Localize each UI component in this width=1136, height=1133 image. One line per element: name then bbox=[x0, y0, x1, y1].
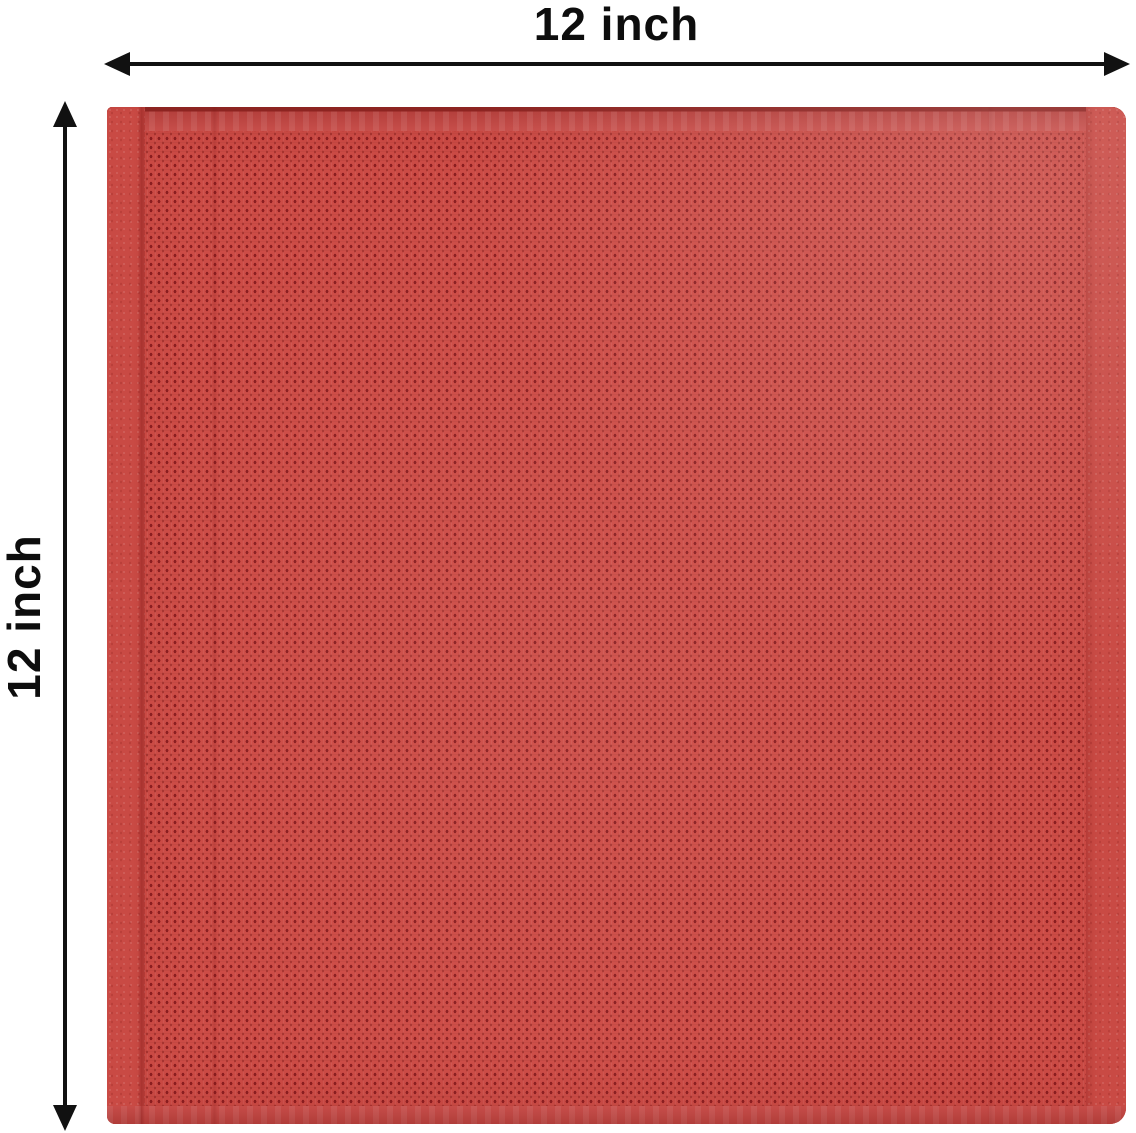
towel-crease bbox=[987, 107, 994, 1124]
towel-crease bbox=[211, 107, 218, 1124]
arrowhead-down-icon bbox=[53, 1105, 77, 1131]
height-dimension-label: 12 inch bbox=[0, 534, 50, 700]
arrowhead-left-icon bbox=[104, 52, 130, 76]
width-dimension-label: 12 inch bbox=[533, 0, 700, 50]
width-arrow-line bbox=[130, 62, 1104, 66]
towel-light-sheen bbox=[107, 107, 1126, 1124]
height-dimension-arrow bbox=[53, 101, 77, 1131]
towel-bottom-band bbox=[107, 1106, 1126, 1124]
towel-left-selvage bbox=[107, 107, 145, 1124]
red-waffle-towel bbox=[107, 107, 1126, 1124]
width-dimension-arrow bbox=[104, 52, 1130, 76]
height-arrow-line bbox=[63, 127, 67, 1105]
arrowhead-right-icon bbox=[1104, 52, 1130, 76]
towel-crease bbox=[138, 107, 145, 1124]
towel-right-selvage bbox=[1086, 107, 1126, 1124]
towel-top-hem bbox=[107, 107, 1126, 131]
arrowhead-up-icon bbox=[53, 101, 77, 127]
